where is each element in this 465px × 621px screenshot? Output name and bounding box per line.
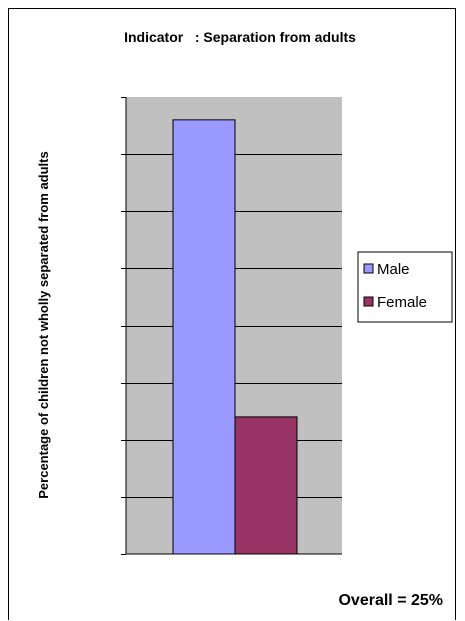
legend-swatch-male: [363, 263, 374, 274]
bars: [172, 119, 298, 555]
y-axis-label: Percentage of children not wholly separa…: [36, 151, 51, 498]
bar-male: [172, 119, 236, 555]
legend: Male Female: [357, 251, 453, 323]
legend-label-male: Male: [377, 261, 410, 278]
bar-female: [234, 416, 298, 555]
overall-annotation: Overall = 25%: [338, 592, 443, 609]
legend-label-female: Female: [377, 294, 427, 311]
y-axis-ticks: [121, 97, 126, 555]
legend-swatch-female: [363, 296, 374, 307]
chart-title: Indicator : Separation from adults: [124, 29, 356, 45]
legend-box: [357, 251, 453, 323]
